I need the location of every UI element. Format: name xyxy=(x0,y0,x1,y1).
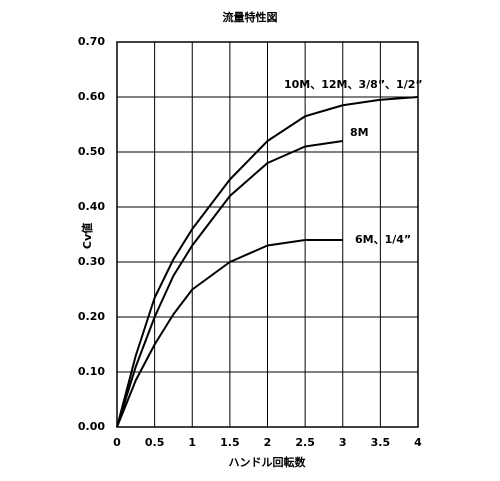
y-tick-label: 0.30 xyxy=(78,255,105,268)
y-axis-label: Cv値 xyxy=(80,223,94,249)
x-tick-label: 2.5 xyxy=(295,436,315,449)
x-tick-label: 3 xyxy=(339,436,347,449)
x-tick-label: 3.5 xyxy=(371,436,391,449)
plot-frame xyxy=(116,41,419,428)
y-tick-label: 0.00 xyxy=(78,420,105,433)
x-axis-label: ハンドル回転数 xyxy=(229,455,307,469)
y-tick-label: 0.70 xyxy=(78,35,105,48)
series-label: 10M、12M、3/8”、1/2” xyxy=(284,78,423,91)
series-label: 6M、1/4” xyxy=(355,233,411,246)
series-label: 8M xyxy=(350,126,369,139)
chart-title: 流量特性図 xyxy=(223,10,278,24)
series-line xyxy=(116,140,343,428)
x-tick-label: 4 xyxy=(414,436,422,449)
y-tick-label: 0.60 xyxy=(78,90,105,103)
y-tick-label: 0.10 xyxy=(78,365,105,378)
x-tick-label: 0.5 xyxy=(145,436,165,449)
x-tick-label: 1.5 xyxy=(220,436,240,449)
y-tick-label: 0.40 xyxy=(78,200,105,213)
x-tick-label: 1 xyxy=(188,436,196,449)
y-tick-label: 0.50 xyxy=(78,145,105,158)
series-line xyxy=(116,96,419,428)
y-tick-label: 0.20 xyxy=(78,310,105,323)
x-tick-label: 0 xyxy=(113,436,121,449)
series-line xyxy=(116,239,343,428)
x-tick-label: 2 xyxy=(264,436,272,449)
